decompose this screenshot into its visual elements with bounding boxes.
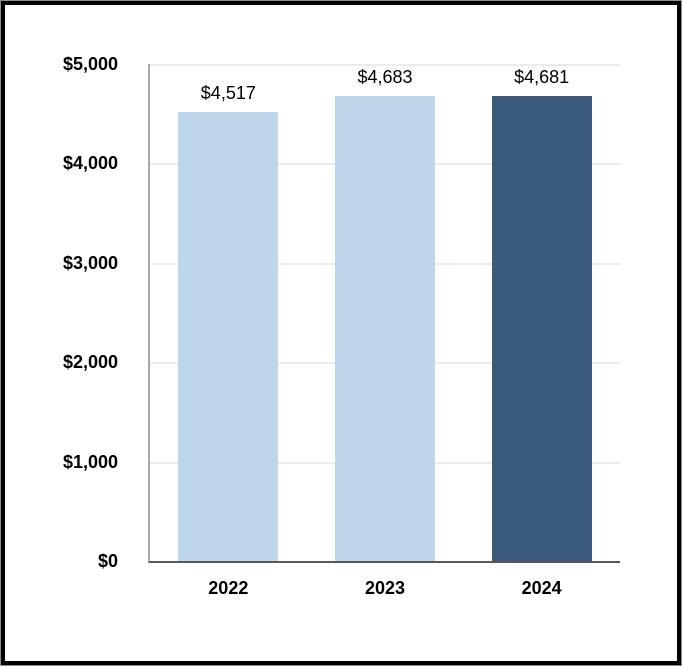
x-axis-label: 2024 (521, 578, 562, 598)
plot-area: $4,517 $4,683 $4,681 (148, 64, 620, 563)
y-axis-tick-labels: $0 $1,000 $2,000 $3,000 $4,000 $5,000 (0, 0, 118, 666)
bar-value-label: $4,683 (357, 66, 413, 87)
bar-2024 (491, 95, 592, 561)
y-tick-label: $0 (97, 551, 118, 571)
bar-value-label: $4,681 (514, 66, 570, 87)
x-axis-label: 2022 (208, 578, 249, 598)
y-tick-label: $5,000 (62, 54, 118, 74)
bar-column-2023: $4,683 (335, 64, 435, 561)
x-axis-label: 2023 (364, 578, 406, 598)
bar-column-2022: $4,517 (178, 64, 279, 561)
bar-2022 (178, 112, 279, 561)
gridline (150, 64, 620, 66)
y-tick-label: $2,000 (62, 352, 118, 373)
y-tick-label: $4,000 (62, 153, 118, 174)
bars-layer: $4,517 $4,683 $4,681 (150, 64, 620, 561)
y-tick-label: $3,000 (62, 252, 118, 273)
y-tick-label: $1,000 (62, 451, 118, 472)
bar-column-2024: $4,681 (491, 64, 592, 561)
bar-2023 (335, 95, 435, 561)
bar-value-label: $4,517 (200, 83, 256, 104)
